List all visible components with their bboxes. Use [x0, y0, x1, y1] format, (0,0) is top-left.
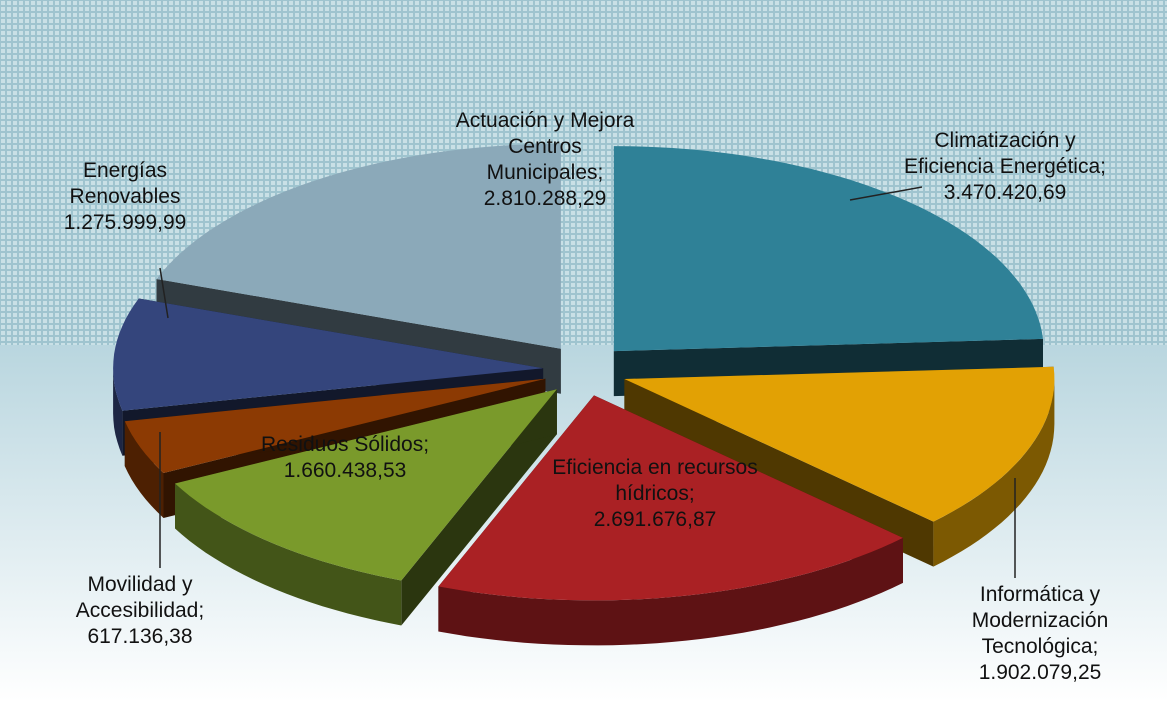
- value-label: 1.275.999,99: [63, 211, 187, 234]
- slice: [175, 389, 557, 581]
- data-label: Climatización y Eficiencia Energética; 3.…: [900, 128, 1110, 206]
- slice: [624, 366, 1055, 522]
- slice-side: [933, 379, 1055, 567]
- value-label: 2.691.676,87: [593, 508, 717, 531]
- data-label: Energías Renovables 1.275.999,99: [50, 158, 200, 236]
- category-label: Informática y Modernización Tecnológica;: [971, 583, 1109, 658]
- category-label: Eficiencia en recursos hídricos;: [552, 456, 758, 505]
- slice: [438, 395, 903, 601]
- slice-side: [175, 483, 402, 626]
- data-label: Informática y Modernización Tecnológica;…: [953, 582, 1128, 686]
- slice: [613, 146, 1043, 352]
- leader-lines: [159, 186, 1016, 578]
- leader-line: [159, 267, 169, 319]
- data-label: Movilidad y Accesibilidad; 617.136,38: [50, 572, 230, 650]
- category-label: Energías Renovables: [69, 159, 181, 208]
- value-label: 1.660.438,53: [283, 459, 407, 482]
- value-label: 3.470.420,69: [943, 181, 1067, 204]
- slice-side: [438, 537, 903, 646]
- leader-line: [849, 186, 923, 201]
- category-label: Residuos Sólidos;: [260, 433, 430, 456]
- slice-face: [401, 389, 557, 626]
- value-label: 1.902.079,25: [978, 661, 1102, 684]
- category-label: Actuación y Mejora Centros Municipales;: [455, 109, 635, 184]
- slice: [124, 378, 546, 473]
- slice-side: [124, 421, 164, 518]
- category-label: Movilidad y Accesibilidad;: [75, 573, 205, 622]
- value-label: 2.810.288,29: [483, 187, 607, 210]
- slice-side: [113, 368, 123, 456]
- category-label: Climatización y Eficiencia Energética;: [904, 129, 1106, 178]
- value-label: 617.136,38: [87, 625, 193, 648]
- slice: [113, 298, 544, 411]
- data-label: Residuos Sólidos; 1.660.438,53: [230, 432, 460, 484]
- slice: [156, 143, 561, 349]
- data-label: Eficiencia en recursos hídricos; 2.691.67…: [550, 455, 760, 533]
- pie: [113, 143, 1055, 646]
- data-label: Actuación y Mejora Centros Municipales; 2…: [450, 108, 640, 212]
